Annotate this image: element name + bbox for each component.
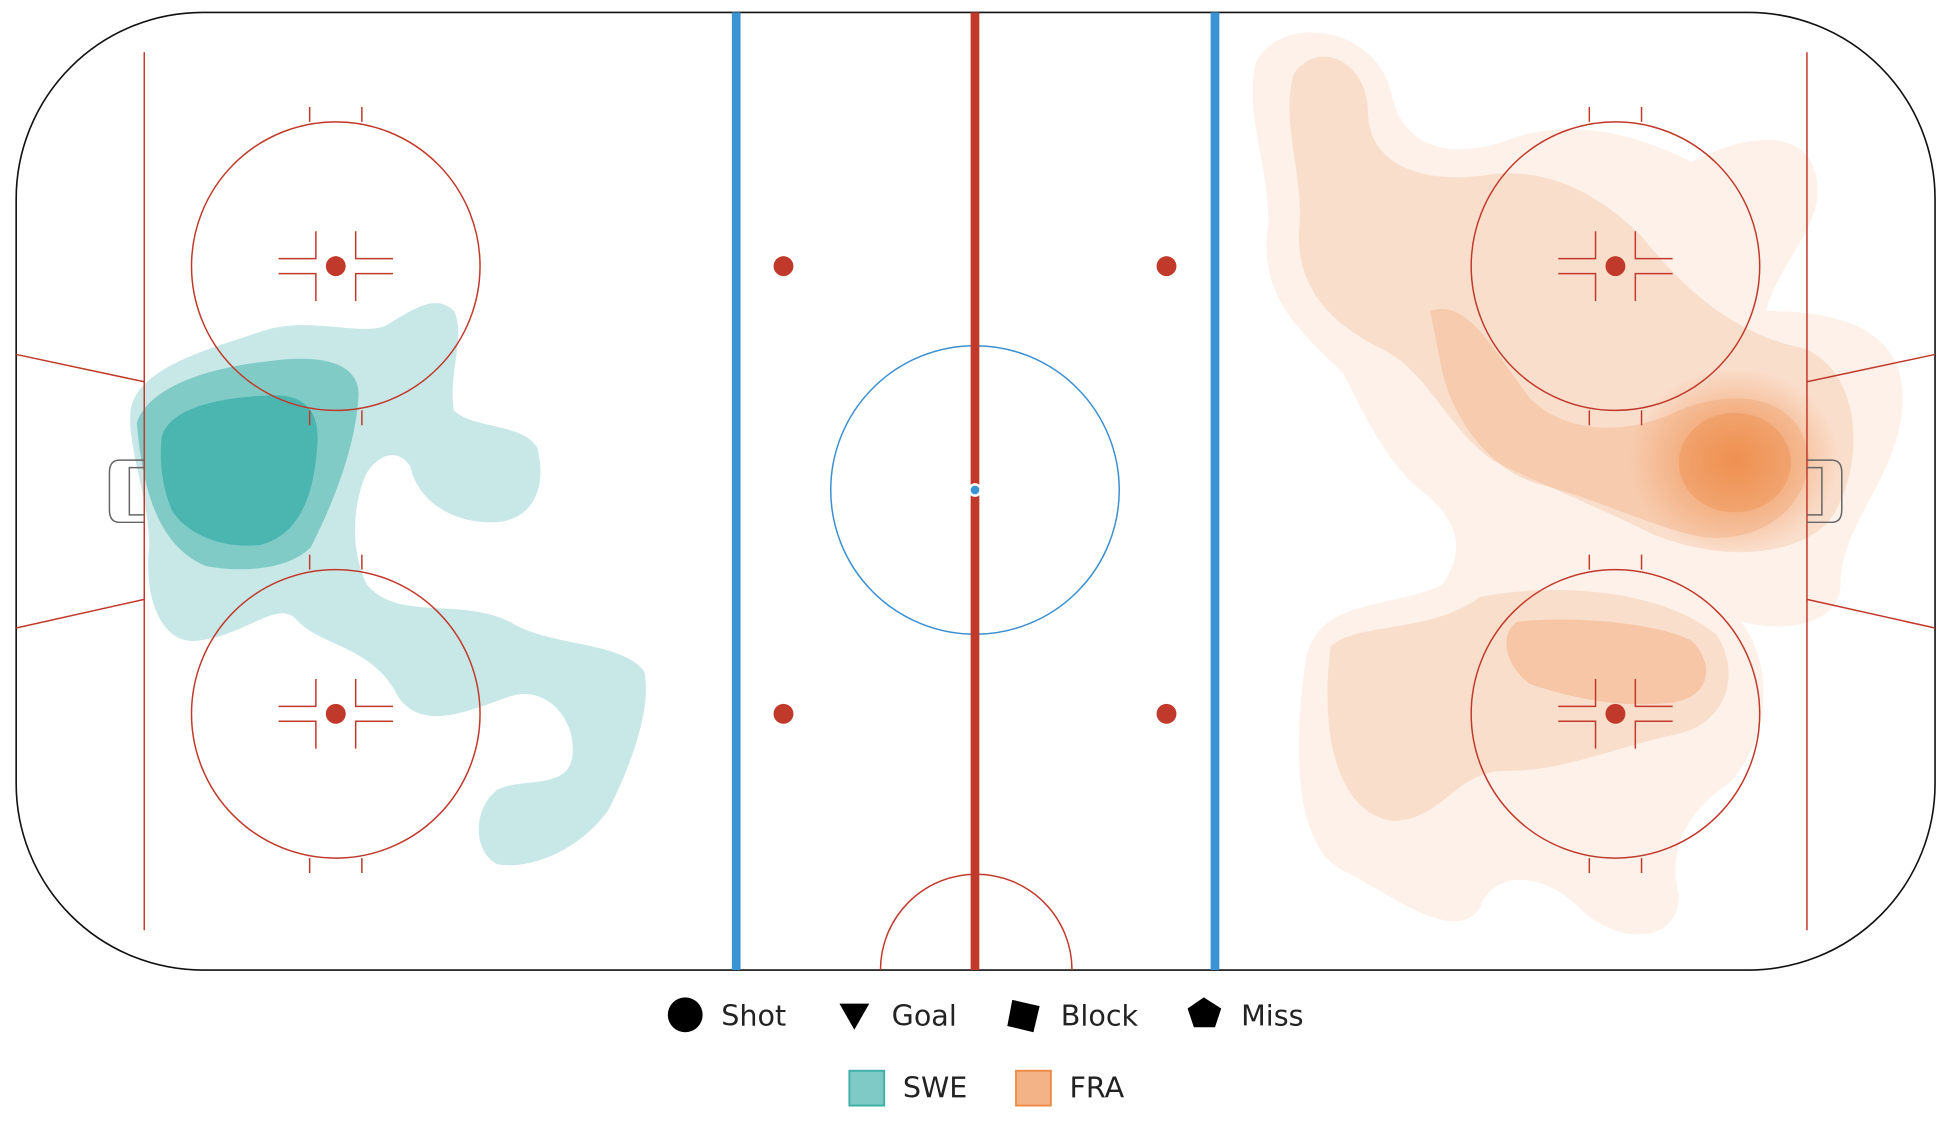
trapezoid (16, 353, 1936, 629)
faceoff-dots (325, 256, 1626, 724)
rink-group: Shot Goal Block Miss SWE FRA (15, 11, 1936, 1107)
faceoff-circles (190, 106, 1761, 874)
heat-level (1506, 619, 1707, 705)
team-swatch (848, 1069, 886, 1107)
legend-label: Miss (1241, 998, 1303, 1032)
center-dot (968, 483, 982, 497)
heat-hotspot (1678, 412, 1791, 513)
heat-swe (130, 303, 646, 866)
block-icon (1007, 999, 1040, 1033)
goal-icon (839, 1003, 870, 1030)
legend-label: Block (1061, 998, 1139, 1032)
team-label: FRA (1069, 1070, 1124, 1104)
legend-label: Shot (721, 998, 786, 1032)
legend-label: Goal (892, 998, 957, 1032)
miss-icon (1187, 997, 1222, 1028)
heat-level (160, 395, 318, 546)
shot-icon (667, 997, 703, 1033)
heat-level (1327, 590, 1729, 821)
heat-fra (1252, 32, 1903, 935)
team-swatch (1015, 1069, 1052, 1107)
nets (108, 459, 1843, 524)
team-label: SWE (903, 1070, 968, 1104)
heat-hotspot (1629, 366, 1841, 554)
heat-level (1252, 32, 1903, 935)
